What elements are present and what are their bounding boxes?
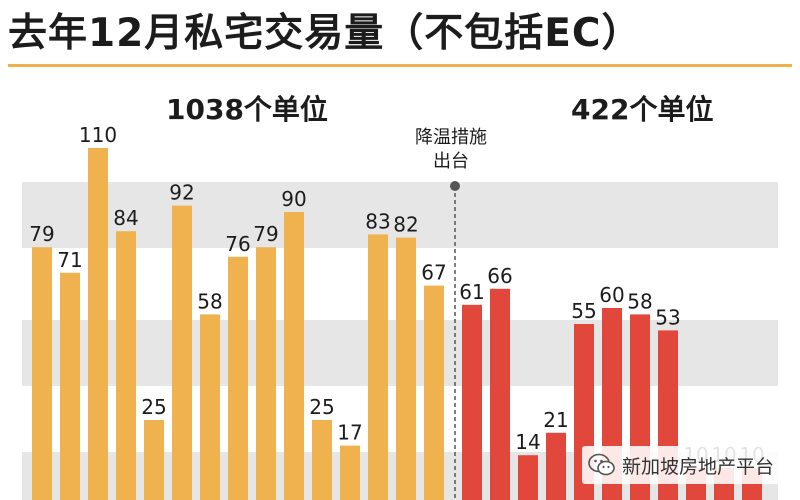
- bar-after-1: [462, 304, 482, 500]
- cooling-measures-annotation: 降温措施 出台: [401, 126, 501, 174]
- value-label-before-7: 58: [197, 289, 222, 313]
- bar-before-10: [284, 212, 304, 500]
- value-label-before-3: 110: [79, 123, 117, 147]
- value-label-before-6: 92: [169, 181, 194, 205]
- bar-before-3: [88, 148, 108, 500]
- bar-before-1: [32, 247, 52, 500]
- bar-after-2: [490, 288, 510, 500]
- value-label-after-4: 21: [543, 408, 568, 432]
- wechat-icon: [588, 453, 615, 476]
- bar-before-7: [200, 314, 220, 500]
- value-label-before-14: 82: [393, 213, 418, 237]
- value-label-before-13: 83: [365, 209, 390, 233]
- value-label-after-1: 61: [459, 280, 484, 304]
- bar-before-13: [368, 234, 388, 500]
- bar-before-2: [60, 272, 80, 500]
- value-label-before-8: 76: [225, 232, 250, 256]
- value-label-after-8: 53: [655, 305, 680, 329]
- value-label-after-3: 14: [515, 430, 540, 454]
- value-label-before-5: 25: [141, 395, 166, 419]
- value-label-before-2: 71: [57, 248, 82, 272]
- bar-before-14: [396, 237, 416, 500]
- watermark: 新加坡房地产平台: [582, 446, 781, 484]
- value-label-before-12: 17: [337, 421, 362, 445]
- value-label-after-2: 66: [487, 264, 512, 288]
- value-label-after-5: 55: [571, 299, 596, 323]
- value-label-before-9: 79: [253, 222, 278, 246]
- title-underline: [8, 64, 792, 67]
- annotation-line-1: 降温措施: [415, 127, 487, 148]
- bar-before-8: [228, 256, 248, 500]
- value-label-before-10: 90: [281, 187, 306, 211]
- divider-marker: [450, 181, 460, 191]
- annotation-line-2: 出台: [433, 151, 469, 172]
- value-label-before-1: 79: [29, 222, 54, 246]
- value-label-after-7: 58: [627, 289, 652, 313]
- value-label-after-6: 60: [599, 283, 624, 307]
- grid-band: [22, 182, 778, 248]
- bar-before-4: [116, 231, 136, 500]
- bar-before-5: [144, 420, 164, 500]
- value-label-before-4: 84: [113, 206, 138, 230]
- bar-after-3: [518, 455, 538, 500]
- bar-before-6: [172, 205, 192, 500]
- watermark-text: 新加坡房地产平台: [622, 455, 775, 478]
- group-total-after: 422个单位: [571, 93, 714, 126]
- value-label-before-15: 67: [421, 261, 446, 285]
- group-total-before: 1038个单位: [166, 93, 328, 126]
- bar-before-11: [312, 420, 332, 500]
- bar-before-15: [424, 285, 444, 500]
- bar-after-4: [546, 432, 566, 500]
- value-label-before-11: 25: [309, 395, 334, 419]
- chart-title: 去年12月私宅交易量（不包括EC）: [8, 11, 642, 56]
- bar-before-9: [256, 247, 276, 500]
- bar-before-12: [340, 445, 360, 500]
